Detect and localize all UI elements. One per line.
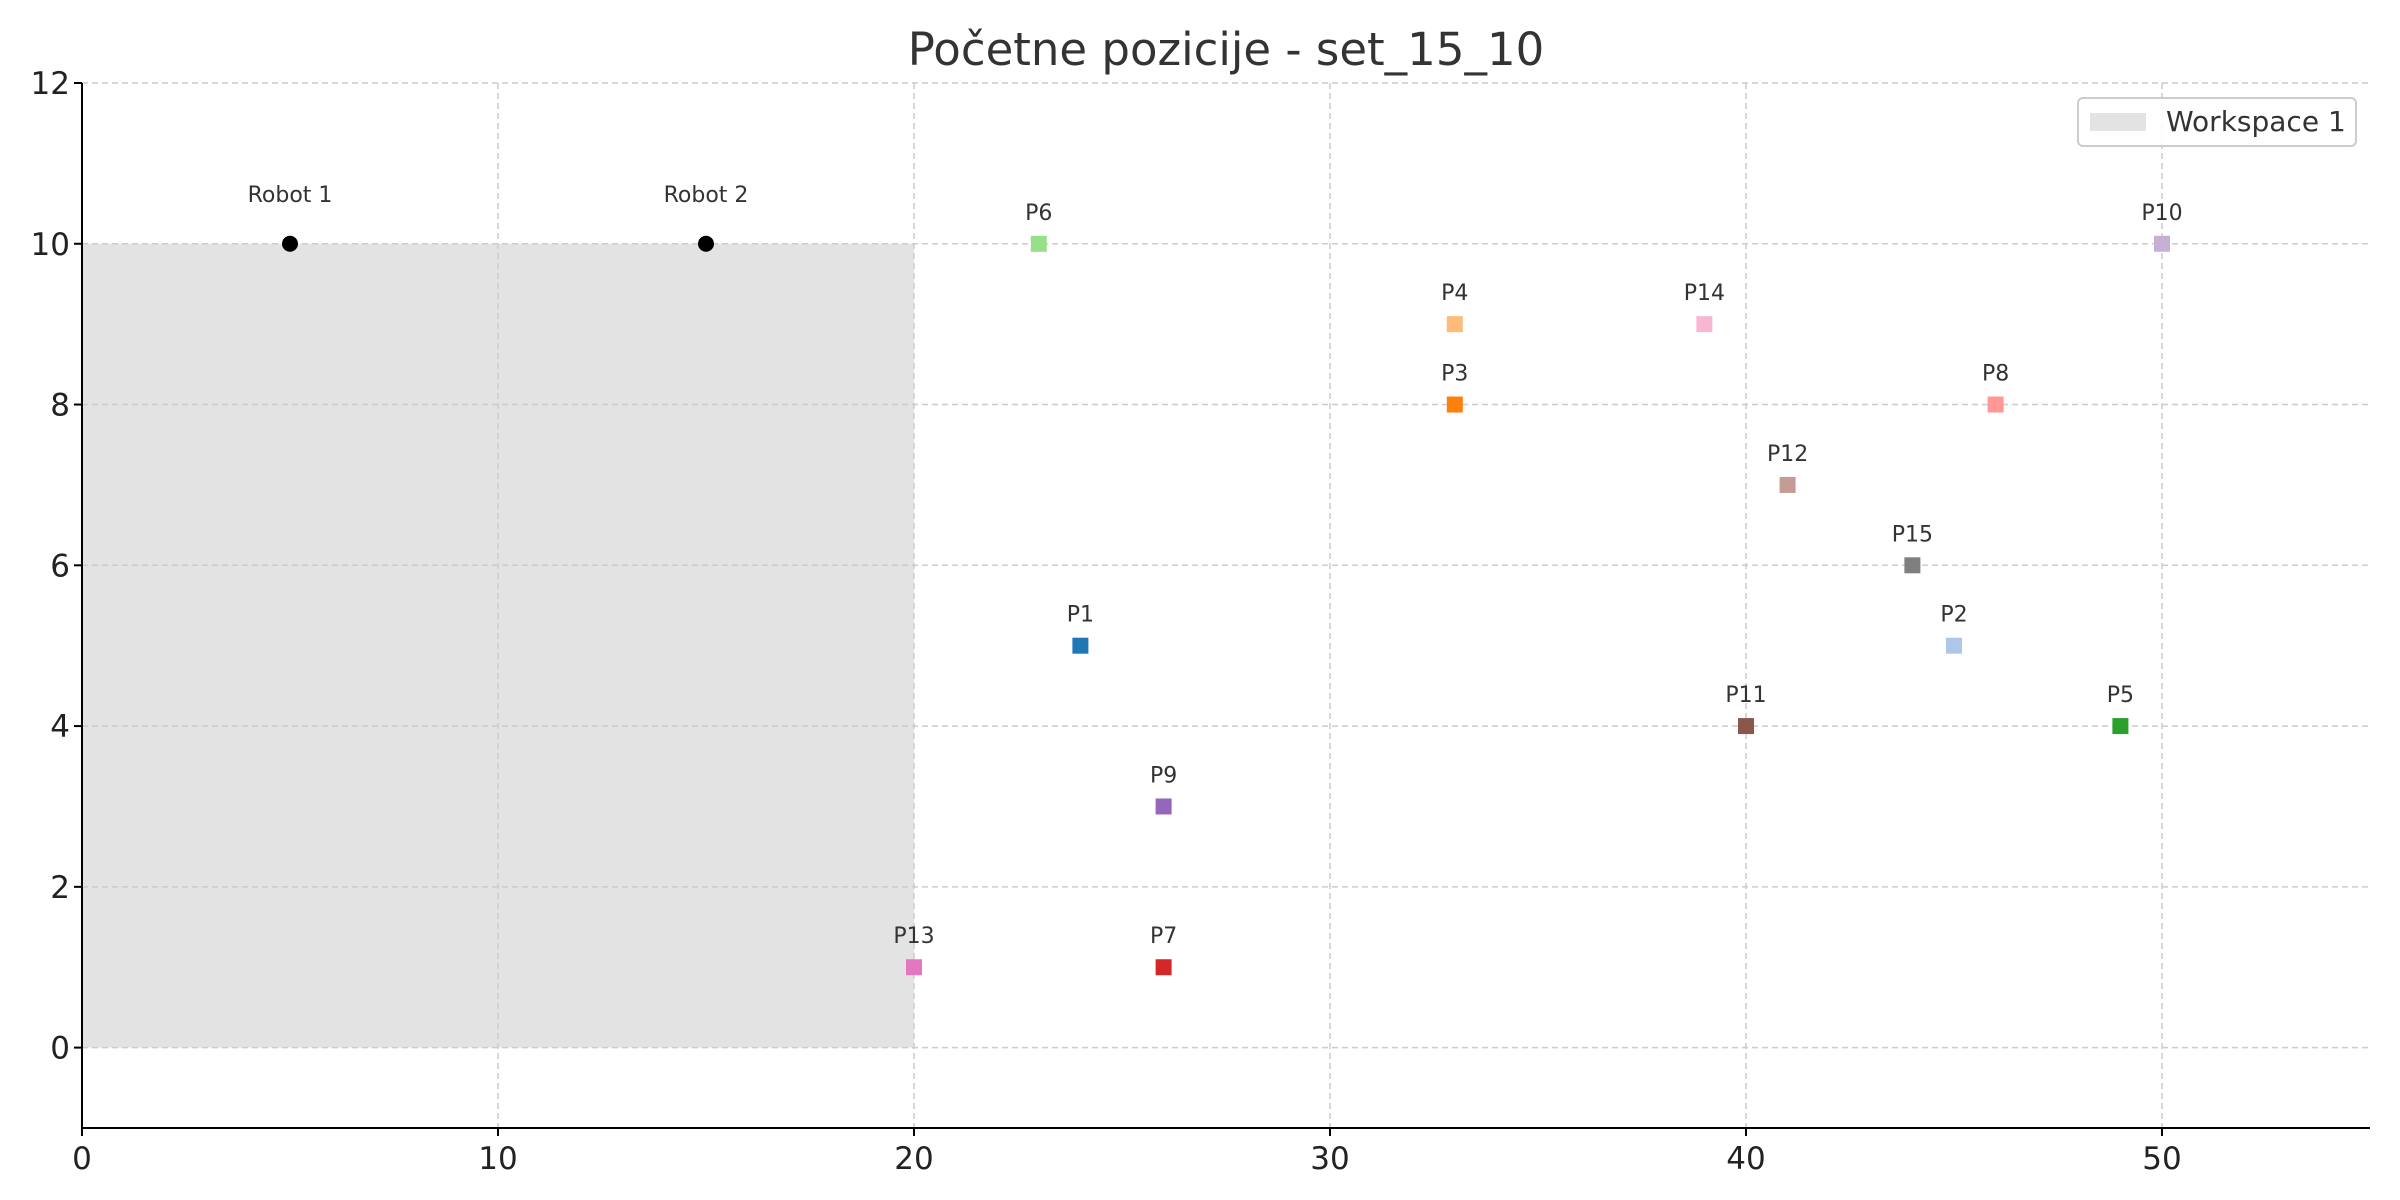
point-marker-p14 [1696,316,1713,333]
point-label-p13: P13 [893,924,934,949]
point-marker-p9 [1155,798,1172,815]
mark-layer: Robot 1 Robot 2 P1 P2 P3 P4 P5 P6 P7 P8 P9 P10 P11 P1… [248,183,2183,976]
point-label-p4: P4 [1441,281,1468,306]
point-label-p2: P2 [1940,603,1967,628]
robot-marker-2 [698,235,714,252]
point-marker-p5 [2112,718,2129,735]
robot-marker-1 [282,235,298,252]
y-tick-label: 4 [50,709,70,745]
point-marker-p10 [2154,235,2170,252]
y-tick-label: 2 [50,870,70,906]
x-tick-label: 10 [478,1141,517,1177]
chart-title: Početne pozicije - set_15_10 [908,23,1544,76]
point-label-p12: P12 [1767,442,1808,467]
point-label-p3: P3 [1441,362,1468,387]
tick-layer: 0 10 20 30 40 50 0 2 4 6 8 10 12 [31,66,2182,1177]
y-tick-label: 6 [50,548,70,584]
point-marker-p15 [1904,557,1921,574]
legend-label-1: Workspace 1 [2166,105,2346,138]
legend-box [2077,97,2357,147]
robot-label-1: Robot 1 [248,183,333,208]
x-tick-label: 50 [2142,1141,2181,1177]
point-marker-p4 [1446,316,1463,333]
point-label-p7: P7 [1150,924,1177,949]
point-marker-p13 [906,959,922,976]
y-tick-label: 12 [31,66,70,102]
legend-swatch-1 [2090,113,2146,131]
point-marker-p11 [1738,718,1754,735]
x-tick-label: 20 [894,1141,933,1177]
point-marker-p1 [1072,637,1089,654]
y-tick-label: 8 [50,388,70,424]
point-marker-p3 [1446,396,1463,413]
axis-layer [81,83,2370,1129]
x-tick-label: 40 [1726,1141,1765,1177]
point-label-p9: P9 [1150,763,1177,788]
y-tick-label: 10 [31,227,70,263]
point-marker-p7 [1155,959,1172,976]
legend: Workspace 1 [2077,97,2357,147]
point-label-p15: P15 [1892,522,1933,547]
point-label-p6: P6 [1025,201,1052,226]
point-label-p11: P11 [1725,683,1766,708]
point-marker-p8 [1987,396,2004,413]
grid-layer [82,82,2370,1128]
point-label-p8: P8 [1982,362,2009,387]
point-label-p5: P5 [2107,683,2134,708]
x-tick-label: 30 [1310,1141,1349,1177]
x-tick-label: 0 [72,1141,92,1177]
robot-label-2: Robot 2 [664,183,749,208]
point-marker-p6 [1030,235,1047,252]
point-label-p1: P1 [1067,603,1094,628]
y-tick-label: 0 [50,1031,70,1067]
point-marker-p12 [1779,476,1796,493]
point-marker-p2 [1946,637,1962,654]
point-label-p14: P14 [1684,281,1725,306]
point-label-p10: P10 [2141,201,2182,226]
